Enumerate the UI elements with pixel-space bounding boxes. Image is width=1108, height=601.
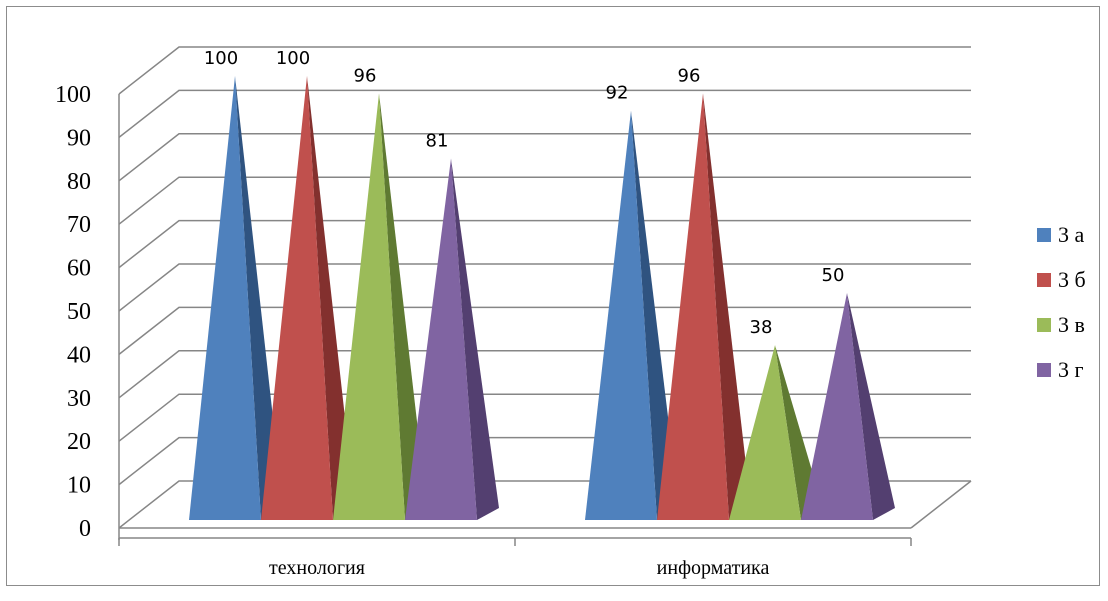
y-tick-label: 30 [67, 386, 91, 412]
y-tick-label: 50 [67, 299, 91, 325]
data-label: 92 [606, 83, 629, 104]
y-tick-label: 20 [67, 429, 91, 455]
legend-label: 3 в [1058, 312, 1085, 337]
y-tick-label: 0 [79, 516, 91, 542]
pyramid-3-б [261, 76, 333, 520]
pyramid-3-а [189, 76, 261, 520]
data-label: 96 [678, 65, 701, 86]
pyramid-side-3-б [703, 93, 751, 521]
y-tick-label: 90 [67, 125, 91, 151]
chart-area: 0 10 20 30 40 50 60 70 80 90 100 технология информа… [6, 6, 1100, 586]
x-tick-label: технология [269, 557, 365, 579]
data-label: 96 [354, 65, 377, 86]
pyramid-side-3-б [307, 76, 355, 520]
x-axis-labels: технология информатика [269, 557, 769, 579]
legend-swatch [1037, 363, 1051, 377]
y-axis-ticks: 0 10 20 30 40 50 60 70 80 90 100 [55, 82, 91, 542]
pyramid-side-3-г [451, 158, 499, 520]
data-label: 81 [426, 130, 449, 151]
pyramid-3-в [729, 345, 801, 520]
axes [118, 94, 972, 546]
data-label: 38 [750, 317, 773, 338]
y-tick-label: 60 [67, 256, 91, 282]
gridline [118, 89, 971, 138]
data-labels: 100 100 96 81 92 96 38 50 [204, 48, 845, 338]
legend-swatch [1037, 228, 1051, 242]
pyramid-side-3-г [847, 293, 895, 520]
gridline [118, 133, 971, 182]
data-label: 100 [276, 48, 310, 69]
pyramid-side-3-а [631, 110, 679, 520]
pyramid-side-3-а [235, 76, 283, 520]
gridline [118, 46, 971, 95]
y-tick-label: 80 [67, 169, 91, 195]
data-label: 100 [204, 48, 238, 69]
gridlines [118, 46, 971, 529]
pyramid-3-а [585, 110, 657, 520]
pyramid-chart: 0 10 20 30 40 50 60 70 80 90 100 технология информа… [55, 46, 1086, 579]
legend-swatch [1037, 318, 1051, 332]
pyramid-3-в [333, 93, 405, 521]
pyramid-3-б [657, 93, 729, 521]
legend-label: 3 а [1058, 222, 1085, 247]
y-tick-label: 10 [67, 473, 91, 499]
floor-right-edge [910, 480, 972, 529]
x-tick-label: информатика [657, 557, 770, 579]
series-marks [189, 76, 895, 521]
y-tick-label: 40 [67, 342, 91, 368]
pyramid-side-3-в [379, 93, 427, 521]
legend-label: 3 б [1058, 267, 1086, 292]
legend-label: 3 г [1058, 357, 1084, 382]
legend-swatch [1037, 273, 1051, 287]
y-tick-label: 100 [55, 82, 91, 108]
pyramid-3-г [801, 293, 873, 520]
y-tick-label: 70 [67, 212, 91, 238]
pyramid-3-г [405, 158, 477, 520]
data-label: 50 [822, 265, 845, 286]
legend: 3 а 3 б 3 в 3 г [1037, 222, 1086, 382]
